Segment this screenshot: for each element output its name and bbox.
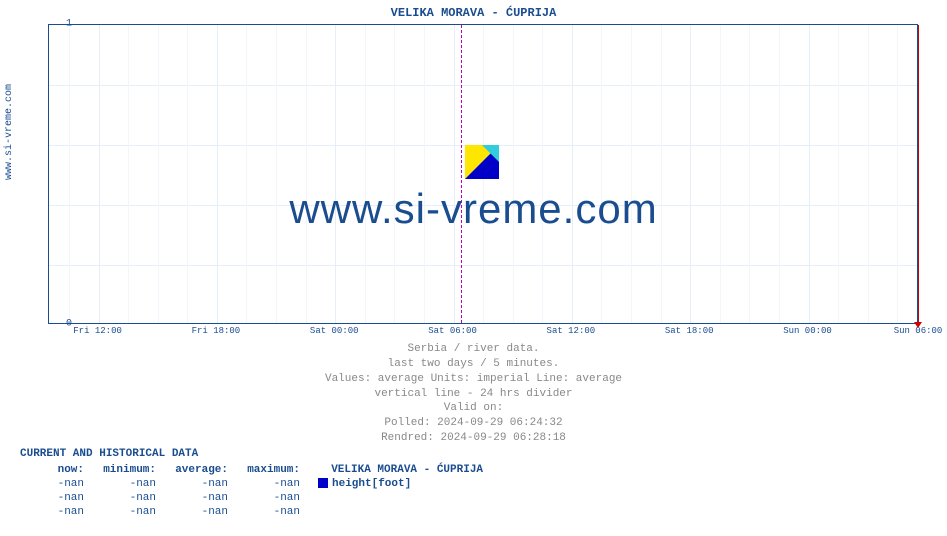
spacer bbox=[318, 464, 331, 476]
gridline-v-minor bbox=[306, 25, 307, 323]
gridline-v-minor bbox=[365, 25, 366, 323]
caption-block: Serbia / river data. last two days / 5 m… bbox=[0, 342, 947, 446]
caption-line: Polled: 2024-09-29 06:24:32 bbox=[0, 416, 947, 431]
x-tick-label: Fri 12:00 bbox=[73, 326, 122, 336]
chart-title: VELIKA MORAVA - ĆUPRIJA bbox=[0, 6, 947, 20]
x-tick-label: Sat 00:00 bbox=[310, 326, 359, 336]
gridline-v-minor bbox=[720, 25, 721, 323]
cell: -nan bbox=[22, 478, 92, 490]
gridline-v-minor bbox=[394, 25, 395, 323]
gridline-v-minor bbox=[424, 25, 425, 323]
gridline-v bbox=[572, 25, 573, 323]
gridline-v-minor bbox=[128, 25, 129, 323]
gridline-v-minor bbox=[513, 25, 514, 323]
series-label-cell: VELIKA MORAVA - ĆUPRIJA bbox=[310, 464, 491, 476]
gridline-v-minor bbox=[246, 25, 247, 323]
metric-label: height[foot] bbox=[332, 478, 411, 490]
metric-cell: height[foot] bbox=[310, 478, 491, 490]
divider-24h bbox=[461, 25, 462, 323]
col-average: average: bbox=[166, 464, 236, 476]
col-maximum: maximum: bbox=[238, 464, 308, 476]
col-minimum: minimum: bbox=[94, 464, 164, 476]
cell: -nan bbox=[238, 506, 308, 518]
end-marker bbox=[918, 25, 919, 323]
table-row: -nan -nan -nan -nan height[foot] bbox=[22, 478, 491, 490]
caption-line: Serbia / river data. bbox=[0, 342, 947, 357]
caption-line: Values: average Units: imperial Line: av… bbox=[0, 372, 947, 387]
gridline-v-minor bbox=[601, 25, 602, 323]
watermark-text: www.si-vreme.com bbox=[0, 185, 947, 233]
caption-line: Valid on: bbox=[0, 401, 947, 416]
table-row: -nan -nan -nan -nan bbox=[22, 506, 491, 518]
x-tick-label: Sat 12:00 bbox=[547, 326, 596, 336]
x-tick-label: Sat 06:00 bbox=[428, 326, 477, 336]
gridline-v-minor bbox=[158, 25, 159, 323]
cell: -nan bbox=[94, 506, 164, 518]
series-swatch-icon bbox=[318, 478, 328, 488]
gridline-v-minor bbox=[868, 25, 869, 323]
gridline-v-minor bbox=[897, 25, 898, 323]
cell: -nan bbox=[166, 506, 236, 518]
caption-line: vertical line - 24 hrs divider bbox=[0, 387, 947, 402]
cell: -nan bbox=[94, 492, 164, 504]
gridline-v-minor bbox=[276, 25, 277, 323]
gridline-v-minor bbox=[69, 25, 70, 323]
gridline-v bbox=[99, 25, 100, 323]
gridline-v-minor bbox=[631, 25, 632, 323]
gridline-v bbox=[217, 25, 218, 323]
caption-line: last two days / 5 minutes. bbox=[0, 357, 947, 372]
x-tick-label: Sat 18:00 bbox=[665, 326, 714, 336]
gridline-v bbox=[335, 25, 336, 323]
cell: -nan bbox=[166, 478, 236, 490]
gridline-v-minor bbox=[838, 25, 839, 323]
y-axis-side-label: www.si-vreme.com bbox=[4, 84, 15, 180]
gridline-v-minor bbox=[661, 25, 662, 323]
site-logo-icon bbox=[465, 145, 499, 179]
cell: -nan bbox=[22, 506, 92, 518]
cell: -nan bbox=[166, 492, 236, 504]
col-now: now: bbox=[22, 464, 92, 476]
gridline-v bbox=[690, 25, 691, 323]
gridline-v-minor bbox=[187, 25, 188, 323]
x-tick-label: Fri 18:00 bbox=[192, 326, 241, 336]
series-label: VELIKA MORAVA - ĆUPRIJA bbox=[331, 464, 483, 476]
data-header: CURRENT AND HISTORICAL DATA bbox=[20, 448, 198, 460]
gridline-v bbox=[809, 25, 810, 323]
cell: -nan bbox=[94, 478, 164, 490]
gridline-v-minor bbox=[749, 25, 750, 323]
caption-line: Rendred: 2024-09-29 06:28:18 bbox=[0, 431, 947, 446]
y-tick-label: 1 bbox=[66, 19, 72, 30]
gridline-v bbox=[454, 25, 455, 323]
gridline-v-minor bbox=[542, 25, 543, 323]
cell: -nan bbox=[238, 478, 308, 490]
x-tick-label: Sun 00:00 bbox=[783, 326, 832, 336]
table-header-row: now: minimum: average: maximum: VELIKA M… bbox=[22, 464, 491, 476]
data-table: now: minimum: average: maximum: VELIKA M… bbox=[20, 462, 493, 520]
y-tick-label: 0 bbox=[66, 319, 72, 330]
gridline-v-minor bbox=[779, 25, 780, 323]
cell: -nan bbox=[22, 492, 92, 504]
table-row: -nan -nan -nan -nan bbox=[22, 492, 491, 504]
x-tick-label: Sun 06:00 bbox=[894, 326, 943, 336]
cell: -nan bbox=[238, 492, 308, 504]
